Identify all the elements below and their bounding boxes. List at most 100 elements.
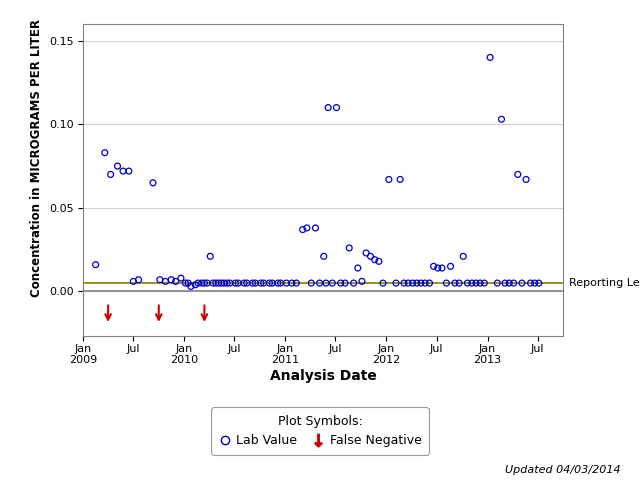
Point (479, 279, 490, 287)
Point (180, 279, 191, 287)
Point (504, 279, 515, 287)
Point (233, 279, 243, 287)
Point (340, 279, 350, 287)
Point (458, 252, 468, 260)
Point (437, 264, 447, 272)
Point (90, 261, 100, 268)
Point (454, 279, 464, 287)
Point (134, 276, 144, 284)
Point (500, 279, 510, 287)
Point (391, 279, 401, 287)
Point (298, 226, 308, 233)
Point (287, 279, 297, 287)
Point (202, 279, 212, 287)
Point (183, 279, 193, 287)
Point (267, 279, 277, 287)
Point (248, 279, 258, 287)
Point (424, 279, 435, 287)
Point (335, 279, 346, 287)
Point (106, 170, 116, 178)
Point (160, 277, 170, 285)
Point (378, 279, 388, 287)
Point (492, 279, 502, 287)
Point (433, 264, 443, 272)
Point (273, 279, 283, 287)
Text: Reporting Level: Reporting Level (569, 278, 640, 288)
Point (509, 279, 519, 287)
Point (403, 279, 413, 287)
Point (190, 281, 200, 288)
Point (259, 279, 269, 287)
Point (517, 279, 527, 287)
Point (319, 252, 329, 260)
Point (374, 257, 384, 265)
Point (365, 252, 376, 260)
Point (275, 279, 285, 287)
Point (529, 279, 540, 287)
Point (306, 279, 316, 287)
Point (467, 279, 477, 287)
Point (250, 279, 260, 287)
Point (357, 277, 367, 285)
Point (450, 279, 460, 287)
Point (399, 279, 409, 287)
Point (199, 279, 209, 287)
Point (310, 224, 321, 232)
Point (485, 54, 495, 61)
Point (521, 176, 531, 183)
Text: Updated 04/03/2014: Updated 04/03/2014 (505, 465, 621, 475)
Point (211, 279, 221, 287)
Point (416, 279, 426, 287)
Point (219, 279, 229, 287)
Point (176, 274, 186, 282)
Point (525, 279, 536, 287)
Point (395, 176, 405, 183)
Point (225, 279, 235, 287)
Point (100, 149, 110, 156)
Point (344, 244, 355, 252)
Point (429, 263, 439, 270)
Y-axis label: Concentration in MICROGRAMS PER LITER: Concentration in MICROGRAMS PER LITER (30, 19, 44, 297)
Point (369, 256, 380, 264)
X-axis label: Analysis Date: Analysis Date (270, 370, 376, 384)
Point (445, 263, 456, 270)
Point (513, 170, 523, 178)
Point (155, 276, 165, 284)
Point (281, 279, 291, 287)
Point (471, 279, 481, 287)
Point (193, 279, 203, 287)
Point (118, 167, 128, 175)
Point (349, 279, 359, 287)
Point (332, 104, 342, 111)
Point (384, 176, 394, 183)
Point (497, 115, 507, 123)
Point (216, 279, 227, 287)
Point (321, 279, 331, 287)
Point (242, 279, 252, 287)
Point (205, 252, 216, 260)
Point (128, 277, 138, 285)
Point (222, 279, 232, 287)
Point (186, 283, 196, 290)
Point (462, 279, 472, 287)
Point (534, 279, 544, 287)
Point (314, 279, 324, 287)
Point (113, 162, 123, 170)
Point (301, 224, 312, 232)
Point (264, 279, 275, 287)
Point (214, 279, 224, 287)
Point (475, 279, 485, 287)
Point (361, 249, 371, 257)
Point (323, 104, 333, 111)
Point (239, 279, 249, 287)
Point (256, 279, 266, 287)
Point (441, 279, 451, 287)
Point (170, 277, 180, 285)
Point (291, 279, 301, 287)
Point (124, 167, 134, 175)
Point (420, 279, 430, 287)
Point (196, 279, 207, 287)
Point (353, 264, 363, 272)
Point (166, 276, 177, 284)
Legend: Lab Value, False Negative: Lab Value, False Negative (211, 408, 429, 455)
